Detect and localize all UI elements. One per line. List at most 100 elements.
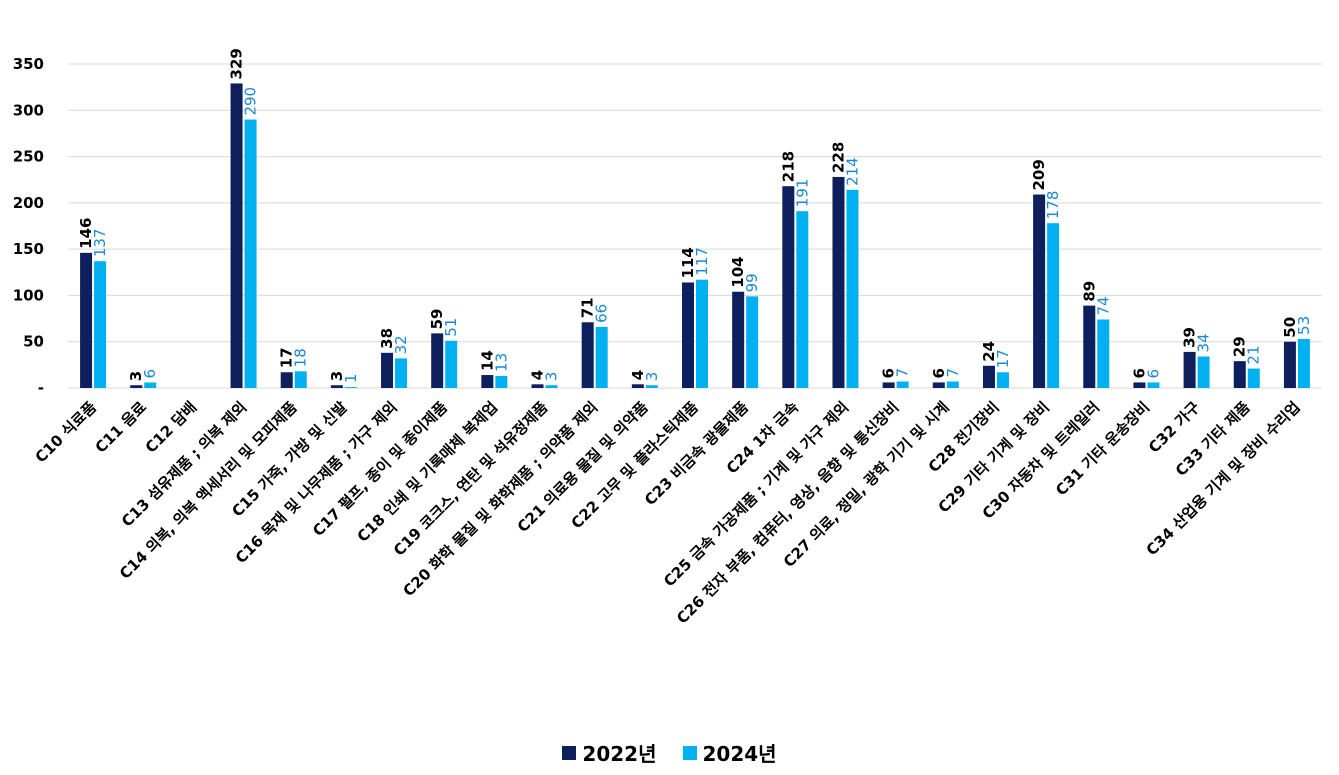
legend-label-2024: 2024년 xyxy=(702,742,777,766)
data-label-2024: 32 xyxy=(392,335,410,354)
bar-2022 xyxy=(80,252,93,388)
bar-2024 xyxy=(645,385,658,388)
bar-2022 xyxy=(982,365,995,388)
data-label-2024: 21 xyxy=(1245,345,1263,364)
data-label-2022: 39 xyxy=(1181,327,1199,348)
bar-2024 xyxy=(1097,319,1110,388)
legend-item-2022[interactable]: 2022년 xyxy=(562,738,657,767)
bar-2024 xyxy=(445,340,458,388)
bar-2024 xyxy=(1147,382,1160,388)
bar-2024 xyxy=(746,296,759,388)
bar-2024 xyxy=(344,387,357,388)
bar-2024 xyxy=(595,326,608,388)
x-tick-label: C10 식료품 xyxy=(32,398,100,466)
data-label-2024: 17 xyxy=(994,349,1012,368)
x-tick-label: C25 금속 가공제품 ; 기계 및 가구 제외 xyxy=(660,398,852,590)
bar-2024 xyxy=(294,371,307,388)
y-axis: - 50 100 150 200 250 300 350 xyxy=(13,55,44,397)
bar-2022 xyxy=(1033,194,1046,388)
data-label-2024: 6 xyxy=(1144,369,1162,379)
data-label-2024: 290 xyxy=(242,87,260,116)
data-label-2022: 89 xyxy=(1080,281,1098,302)
data-label-2024: 6 xyxy=(141,369,159,379)
legend: 2022년 2024년 xyxy=(0,738,1339,767)
legend-swatch-2022 xyxy=(562,745,577,760)
bar-2022 xyxy=(732,291,745,388)
bar-2022 xyxy=(682,282,694,388)
bar-2022 xyxy=(130,385,143,388)
data-label-2024: 51 xyxy=(442,318,460,337)
data-label-2022: 146 xyxy=(77,218,95,249)
y-tick-label: - xyxy=(38,379,44,397)
y-tick-label: 150 xyxy=(13,240,44,258)
bar-2022 xyxy=(1183,351,1196,388)
data-label-2022: 104 xyxy=(729,256,747,287)
data-label-2022: 3 xyxy=(127,371,145,381)
bar-2022 xyxy=(381,352,394,388)
bars xyxy=(80,83,1310,389)
data-label-2022: 6 xyxy=(1130,368,1148,378)
data-label-2022: 228 xyxy=(829,142,847,173)
bar-2024 xyxy=(1247,368,1260,388)
data-label-2024: 137 xyxy=(91,229,109,258)
data-label-2024: 3 xyxy=(643,372,661,382)
legend-item-2024[interactable]: 2024년 xyxy=(682,738,777,767)
data-label-2024: 66 xyxy=(593,304,611,323)
data-labels: 1461373632929017183138325951141343716643… xyxy=(77,48,1313,383)
bar-2022 xyxy=(1083,305,1096,388)
bar-2022 xyxy=(782,186,795,388)
data-label-2022: 4 xyxy=(529,370,547,380)
bar-2024 xyxy=(896,381,909,388)
bar-2022 xyxy=(631,384,644,388)
data-label-2022: 50 xyxy=(1281,317,1299,338)
bar-2024 xyxy=(946,381,959,388)
data-label-2024: 53 xyxy=(1295,316,1313,335)
bar-2022 xyxy=(1133,382,1146,388)
data-label-2024: 7 xyxy=(894,368,912,378)
data-label-2022: 6 xyxy=(930,368,948,378)
bar-2024 xyxy=(1197,356,1210,388)
bar-2024 xyxy=(796,211,809,388)
bar-2022 xyxy=(932,382,945,388)
data-label-2024: 18 xyxy=(292,348,310,367)
data-label-2022: 218 xyxy=(779,151,797,182)
y-tick-label: 300 xyxy=(13,101,44,119)
y-tick-label: 200 xyxy=(13,194,44,212)
bar-2024 xyxy=(244,119,257,389)
bar-2022 xyxy=(832,176,845,388)
data-label-2022: 71 xyxy=(579,297,597,318)
bar-2024 xyxy=(846,189,859,388)
data-label-2024: 74 xyxy=(1094,296,1112,315)
data-label-2024: 1 xyxy=(342,374,360,384)
bar-2022 xyxy=(1233,361,1246,388)
data-label-2024: 99 xyxy=(743,273,761,292)
data-label-2024: 3 xyxy=(543,372,561,382)
bar-2022 xyxy=(481,375,494,388)
bar-2022 xyxy=(330,385,343,388)
y-tick-label: 350 xyxy=(13,55,44,73)
data-label-2022: 329 xyxy=(228,48,246,79)
bar-2022 xyxy=(1283,341,1296,388)
bar-2022 xyxy=(531,384,544,388)
data-label-2024: 214 xyxy=(843,157,861,186)
bar-2024 xyxy=(495,375,508,388)
data-label-2022: 17 xyxy=(278,347,296,368)
data-label-2024: 178 xyxy=(1044,191,1062,220)
bar-2024 xyxy=(1297,338,1310,388)
data-label-2022: 38 xyxy=(378,328,396,349)
data-label-2022: 3 xyxy=(328,371,346,381)
data-label-2024: 7 xyxy=(944,368,962,378)
data-label-2024: 191 xyxy=(793,179,811,208)
bar-2024 xyxy=(395,358,408,388)
data-label-2022: 14 xyxy=(478,350,496,371)
bar-2024 xyxy=(545,385,558,388)
y-tick-label: 50 xyxy=(23,333,44,351)
bar-2024 xyxy=(696,279,708,388)
data-label-2024: 13 xyxy=(492,353,510,372)
x-tick-label: C31 기타 운송장비 xyxy=(1052,398,1153,499)
data-label-2022: 209 xyxy=(1030,159,1048,190)
data-label-2022: 6 xyxy=(880,368,898,378)
bar-2024 xyxy=(996,372,1009,388)
bar-2022 xyxy=(581,322,594,388)
